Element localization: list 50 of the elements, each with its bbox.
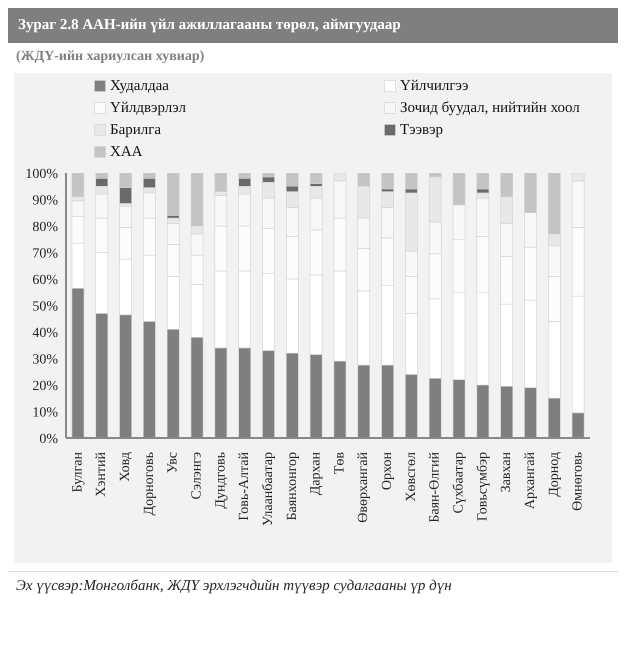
y-tick-label: 80%: [32, 220, 58, 235]
legend-label: Тээвэр: [400, 122, 444, 138]
x-tick-label: Говь-Алтай: [237, 452, 252, 521]
bar: [166, 173, 180, 216]
legend-label: Зочид буудал, нийтийн хоол: [400, 100, 580, 116]
bar: [381, 173, 394, 190]
bar: [405, 173, 418, 190]
x-tick-label: Өмнөговь: [570, 452, 586, 511]
x-tick-label: Орхон: [380, 452, 396, 490]
y-tick-label: 10%: [32, 405, 58, 420]
x-tick-label: Хөвсгөл: [404, 452, 419, 502]
x-tick-label: Баянхонгор: [284, 452, 300, 521]
x-tick-label: Хэнтий: [94, 451, 110, 497]
y-tick-label: 0%: [39, 432, 58, 447]
x-tick-label: Говьсүмбэр: [475, 452, 490, 522]
y-tick-label: 90%: [32, 193, 58, 208]
x-tick-label: Дорнод: [546, 452, 562, 497]
text: Эх үүсвэр:Монголбанк, ЖДҮ эрхлэгчдийн түүвэр судалгааны үр дүн: [16, 578, 453, 595]
chart-title: Зураг 2.8 ААН-ийн үйл ажиллагааны төрөл, аймгуудаар: [8, 8, 618, 43]
y-tick-label: 60%: [32, 272, 58, 288]
x-tick-label: Сэлэнгэ: [190, 452, 204, 500]
y-tick-label: 100%: [25, 166, 58, 182]
x-tick-label: Өвөрхангай: [356, 452, 372, 523]
x-tick-label: Дундговь: [213, 452, 228, 509]
y-tick-label: 50%: [32, 299, 58, 314]
x-tick-label: Сүхбаатар: [452, 452, 466, 514]
bar: [72, 173, 84, 198]
y-tick-label: 20%: [32, 378, 58, 394]
legend-label: ХАА: [110, 144, 142, 160]
x-tick-label: Завхан: [499, 451, 514, 492]
x-tick-label: Увс: [166, 452, 181, 474]
x-tick-label: Булган: [70, 452, 86, 493]
legend-label: Үйлдвэрлэл: [110, 100, 186, 116]
x-tick-label: Ховд: [118, 452, 134, 482]
legend-label: Худалдаа: [110, 78, 169, 94]
legend-label: Үйлчилгээ: [400, 78, 468, 94]
chart-subtitle: (ЖДҮ-ийн хариулсан хувиар): [15, 48, 206, 66]
x-tick-label: Архангай: [522, 452, 538, 510]
y-tick-label: 30%: [32, 352, 58, 368]
x-tick-label: Дорноговь: [142, 452, 157, 516]
x-tick-label: Төв: [332, 452, 348, 474]
legend-label: Барилга: [110, 122, 162, 138]
bar: [310, 173, 322, 184]
bar: [214, 173, 228, 192]
x-tick-label: Дархан: [308, 452, 324, 496]
x-tick-label: Улаанбаатар: [260, 452, 276, 526]
y-tick-label: 40%: [32, 326, 58, 341]
x-tick-label: Баян-Өлгий: [428, 451, 443, 523]
bar: [476, 173, 490, 190]
y-tick-label: 70%: [32, 246, 58, 262]
